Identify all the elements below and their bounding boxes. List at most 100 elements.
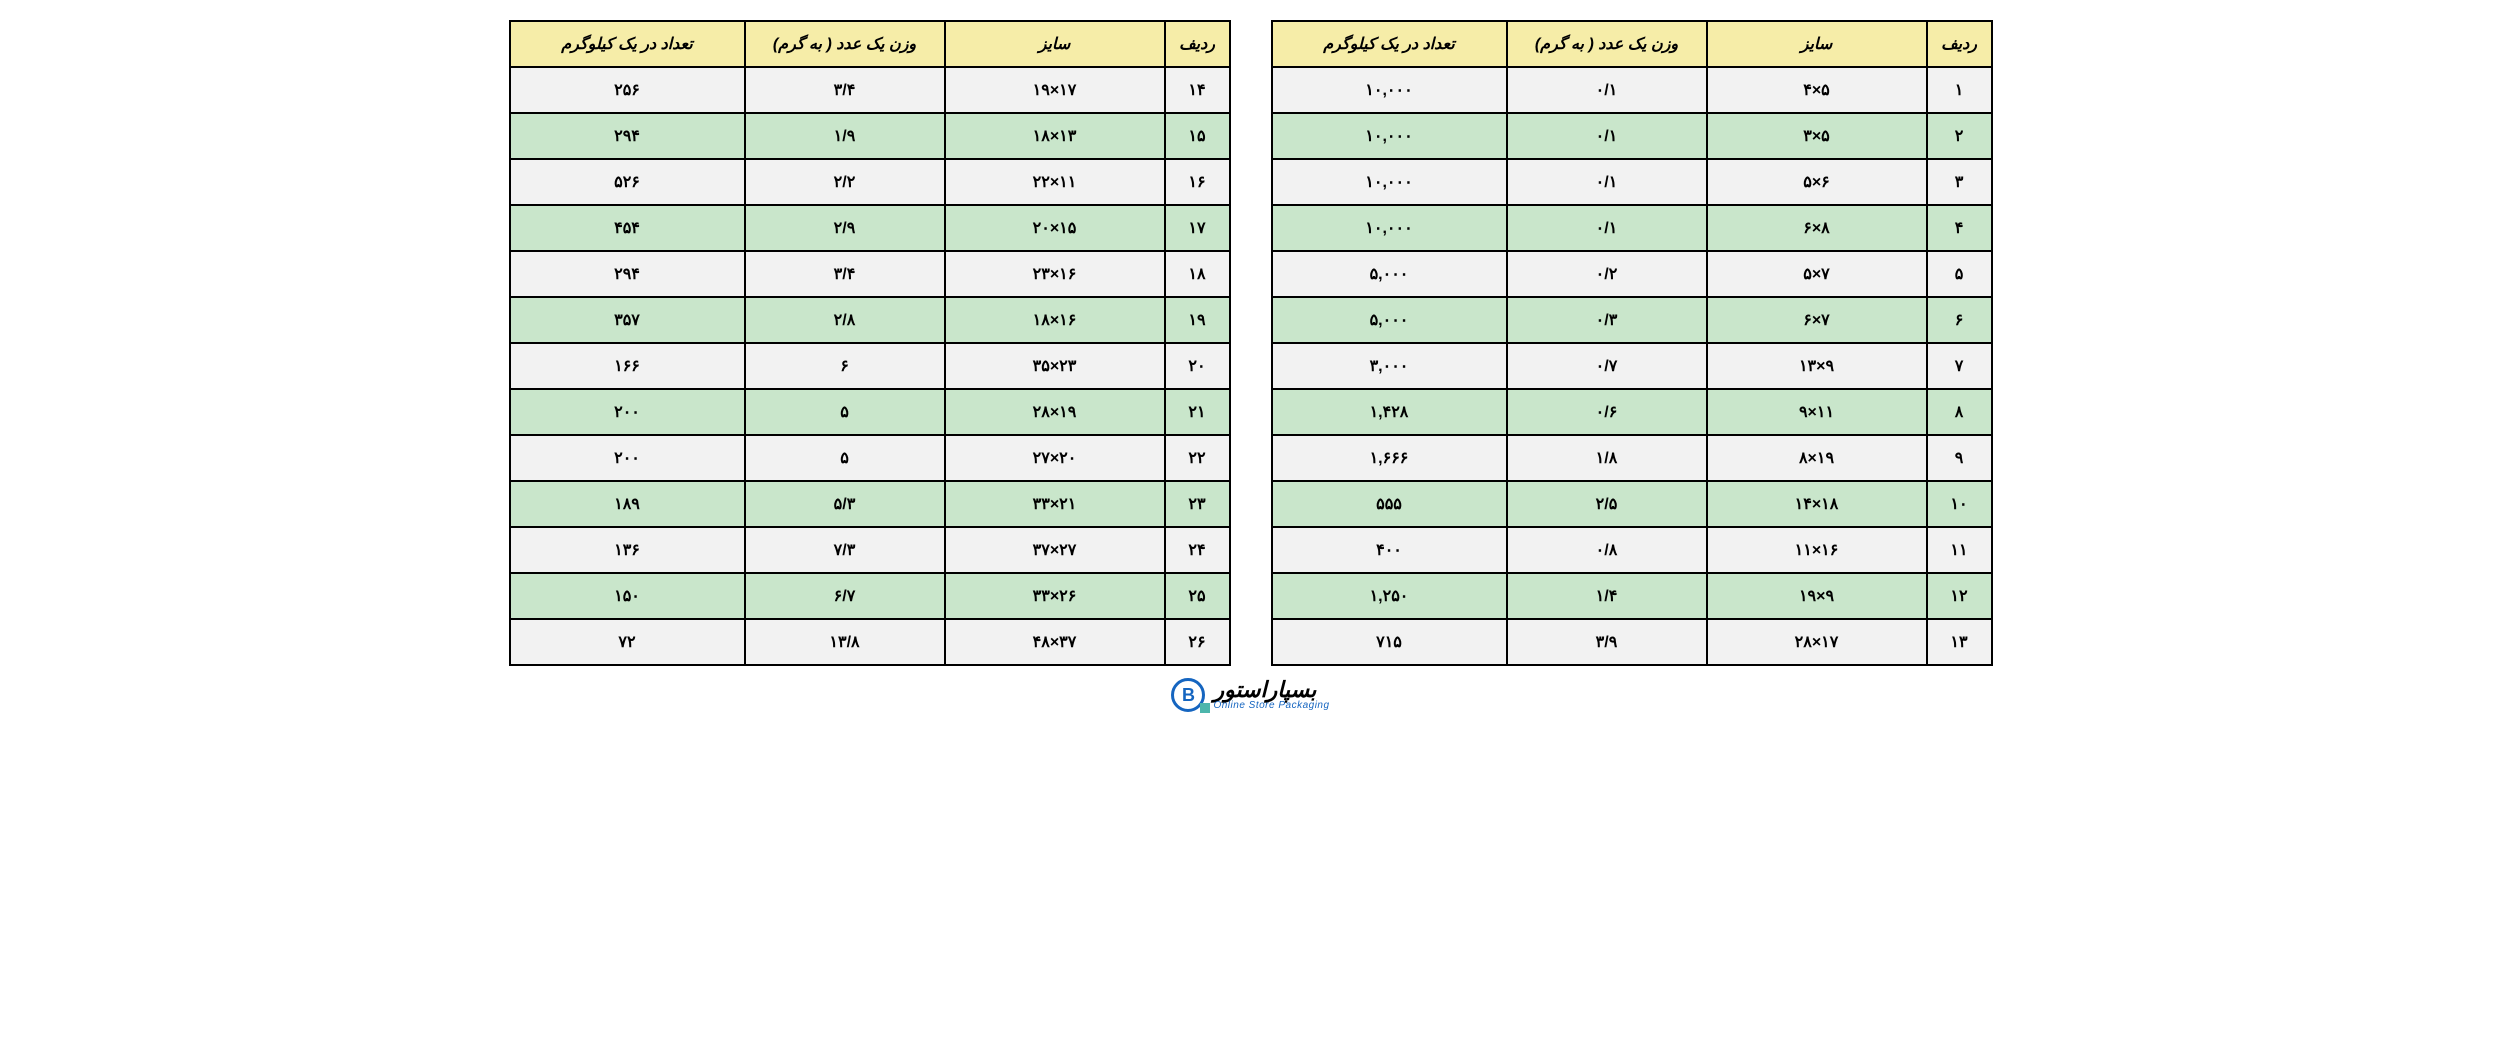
cell-row-number: ۲۲ (1165, 435, 1230, 481)
cell-count: ۵۲۶ (510, 159, 745, 205)
table-row: ۲۵۲۶×۳۳۶/۷۱۵۰ (510, 573, 1230, 619)
cell-count: ۷۱۵ (1272, 619, 1507, 665)
cell-size: ۱۱×۲۲ (945, 159, 1165, 205)
cell-size: ۱۶×۱۸ (945, 297, 1165, 343)
cell-row-number: ۲۵ (1165, 573, 1230, 619)
table-row: ۹۱۹×۸۱/۸۱,۶۶۶ (1272, 435, 1992, 481)
cell-weight: ۵ (745, 435, 945, 481)
cell-row-number: ۱ (1927, 67, 1992, 113)
cell-row-number: ۹ (1927, 435, 1992, 481)
cell-count: ۵,۰۰۰ (1272, 297, 1507, 343)
cell-count: ۲۰۰ (510, 435, 745, 481)
logo-text-en: Online Store Packaging (1213, 701, 1329, 711)
logo-text-block: بسپاراستور Online Store Packaging (1213, 679, 1329, 711)
cell-weight: ۰/۳ (1507, 297, 1707, 343)
table-row: ۲۱۱۹×۲۸۵۲۰۰ (510, 389, 1230, 435)
cell-row-number: ۲۱ (1165, 389, 1230, 435)
cell-row-number: ۱۲ (1927, 573, 1992, 619)
cell-count: ۱۰,۰۰۰ (1272, 113, 1507, 159)
table-row: ۶۷×۶۰/۳۵,۰۰۰ (1272, 297, 1992, 343)
cell-weight: ۰/۲ (1507, 251, 1707, 297)
cell-size: ۲۰×۲۷ (945, 435, 1165, 481)
cell-count: ۲۵۶ (510, 67, 745, 113)
table-row: ۲۲۲۰×۲۷۵۲۰۰ (510, 435, 1230, 481)
cell-size: ۱۳×۱۸ (945, 113, 1165, 159)
table-row: ۱۰۱۸×۱۴۲/۵۵۵۵ (1272, 481, 1992, 527)
cell-count: ۱۶۶ (510, 343, 745, 389)
cell-weight: ۰/۱ (1507, 67, 1707, 113)
cell-count: ۱۵۰ (510, 573, 745, 619)
cell-count: ۱,۴۲۸ (1272, 389, 1507, 435)
cell-weight: ۲/۵ (1507, 481, 1707, 527)
cell-row-number: ۸ (1927, 389, 1992, 435)
cell-weight: ۰/۱ (1507, 159, 1707, 205)
cell-count: ۱,۶۶۶ (1272, 435, 1507, 481)
table-row: ۷۹×۱۳۰/۷۳,۰۰۰ (1272, 343, 1992, 389)
cell-count: ۲۰۰ (510, 389, 745, 435)
logo-text-fa: بسپاراستور (1213, 679, 1316, 701)
brand-logo: بسپاراستور Online Store Packaging B (40, 678, 2461, 712)
cell-weight: ۳/۴ (745, 251, 945, 297)
cell-count: ۲۹۴ (510, 251, 745, 297)
table-row: ۱۶۱۱×۲۲۲/۲۵۲۶ (510, 159, 1230, 205)
data-table-right: ردیف سایز وزن یک عدد ( به گرم) تعداد در … (1271, 20, 1993, 666)
header-weight: وزن یک عدد ( به گرم) (745, 21, 945, 67)
cell-row-number: ۲۶ (1165, 619, 1230, 665)
cell-weight: ۲/۹ (745, 205, 945, 251)
cell-weight: ۳/۹ (1507, 619, 1707, 665)
cell-size: ۱۶×۱۱ (1707, 527, 1927, 573)
header-weight: وزن یک عدد ( به گرم) (1507, 21, 1707, 67)
cell-size: ۱۷×۲۸ (1707, 619, 1927, 665)
cell-row-number: ۱۰ (1927, 481, 1992, 527)
cell-weight: ۶/۷ (745, 573, 945, 619)
cell-weight: ۷/۳ (745, 527, 945, 573)
cell-weight: ۲/۸ (745, 297, 945, 343)
table-row: ۲۶۳۷×۴۸۱۳/۸۷۲ (510, 619, 1230, 665)
cell-weight: ۱/۴ (1507, 573, 1707, 619)
cell-count: ۵۵۵ (1272, 481, 1507, 527)
cell-size: ۱۶×۲۳ (945, 251, 1165, 297)
cell-count: ۴۰۰ (1272, 527, 1507, 573)
logo-mark-letter: B (1182, 685, 1195, 706)
table-right-body: ۱۵×۴۰/۱۱۰,۰۰۰۲۵×۳۰/۱۱۰,۰۰۰۳۶×۵۰/۱۱۰,۰۰۰۴… (1272, 67, 1992, 665)
cell-size: ۷×۵ (1707, 251, 1927, 297)
cell-size: ۱۱×۹ (1707, 389, 1927, 435)
cell-count: ۱۳۶ (510, 527, 745, 573)
cell-count: ۵,۰۰۰ (1272, 251, 1507, 297)
table-row: ۳۶×۵۰/۱۱۰,۰۰۰ (1272, 159, 1992, 205)
cell-size: ۱۵×۲۰ (945, 205, 1165, 251)
table-row: ۵۷×۵۰/۲۵,۰۰۰ (1272, 251, 1992, 297)
cell-row-number: ۳ (1927, 159, 1992, 205)
header-size: سایز (945, 21, 1165, 67)
cell-size: ۱۷×۱۹ (945, 67, 1165, 113)
table-row: ۱۷۱۵×۲۰۲/۹۴۵۴ (510, 205, 1230, 251)
cell-weight: ۰/۱ (1507, 205, 1707, 251)
table-row: ۴۸×۶۰/۱۱۰,۰۰۰ (1272, 205, 1992, 251)
cell-row-number: ۷ (1927, 343, 1992, 389)
cell-row-number: ۱۶ (1165, 159, 1230, 205)
cell-size: ۹×۱۹ (1707, 573, 1927, 619)
cell-weight: ۶ (745, 343, 945, 389)
cell-size: ۲۱×۳۳ (945, 481, 1165, 527)
cell-size: ۲۷×۳۷ (945, 527, 1165, 573)
cell-row-number: ۱۹ (1165, 297, 1230, 343)
cell-weight: ۵ (745, 389, 945, 435)
header-row-number: ردیف (1165, 21, 1230, 67)
cell-weight: ۰/۱ (1507, 113, 1707, 159)
table-header-row: ردیف سایز وزن یک عدد ( به گرم) تعداد در … (510, 21, 1230, 67)
cell-weight: ۵/۳ (745, 481, 945, 527)
cell-row-number: ۲۴ (1165, 527, 1230, 573)
table-left-body: ۱۴۱۷×۱۹۳/۴۲۵۶۱۵۱۳×۱۸۱/۹۲۹۴۱۶۱۱×۲۲۲/۲۵۲۶۱… (510, 67, 1230, 665)
table-header-row: ردیف سایز وزن یک عدد ( به گرم) تعداد در … (1272, 21, 1992, 67)
header-count: تعداد در یک کیلوگرم (1272, 21, 1507, 67)
cell-count: ۳,۰۰۰ (1272, 343, 1507, 389)
table-row: ۱۵×۴۰/۱۱۰,۰۰۰ (1272, 67, 1992, 113)
cell-weight: ۰/۸ (1507, 527, 1707, 573)
cell-row-number: ۱۱ (1927, 527, 1992, 573)
table-row: ۱۹۱۶×۱۸۲/۸۳۵۷ (510, 297, 1230, 343)
cell-size: ۳۷×۴۸ (945, 619, 1165, 665)
header-size: سایز (1707, 21, 1927, 67)
cell-size: ۸×۶ (1707, 205, 1927, 251)
cell-size: ۹×۱۳ (1707, 343, 1927, 389)
cell-size: ۷×۶ (1707, 297, 1927, 343)
